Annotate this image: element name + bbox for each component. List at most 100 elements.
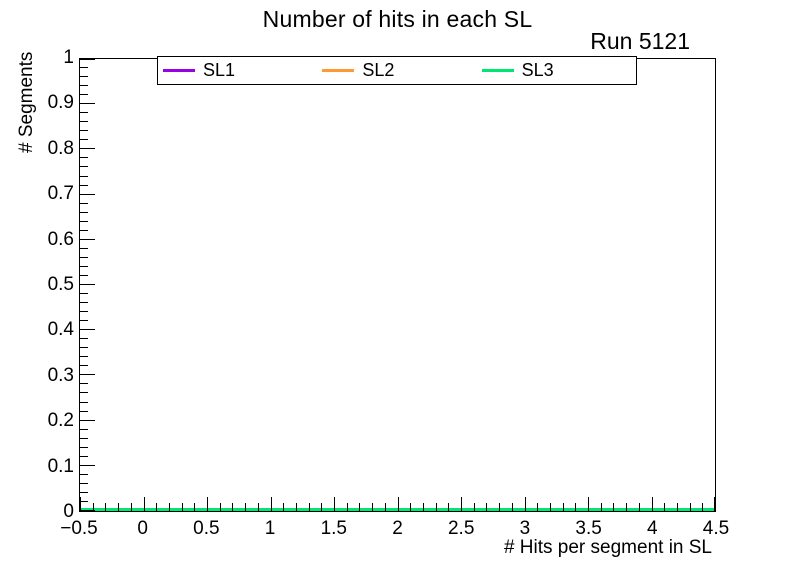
y-minor-tick bbox=[80, 311, 88, 313]
y-major-tick bbox=[80, 59, 95, 60]
y-minor-tick bbox=[80, 157, 88, 159]
x-minor-tick bbox=[130, 503, 132, 511]
x-major-tick bbox=[524, 497, 526, 511]
y-minor-tick bbox=[80, 175, 88, 177]
x-minor-tick bbox=[422, 503, 424, 511]
plot-frame bbox=[79, 58, 716, 512]
y-minor-tick bbox=[80, 220, 88, 222]
x-major-tick bbox=[651, 497, 653, 511]
x-minor-tick bbox=[448, 503, 450, 511]
x-minor-tick bbox=[372, 503, 374, 511]
y-major-tick bbox=[80, 329, 95, 331]
legend-label: SL3 bbox=[521, 60, 554, 80]
x-minor-tick bbox=[156, 503, 158, 511]
x-minor-tick bbox=[194, 503, 196, 511]
x-tick-label: 4.5 bbox=[702, 518, 730, 539]
x-minor-tick bbox=[295, 503, 297, 511]
x-major-tick bbox=[80, 497, 81, 511]
y-minor-tick bbox=[80, 85, 88, 87]
x-major-tick bbox=[461, 497, 462, 511]
x-minor-tick bbox=[575, 503, 577, 511]
x-tick-label: 0 bbox=[137, 518, 148, 539]
x-minor-tick bbox=[219, 503, 221, 511]
y-tick-label: 0.4 bbox=[47, 319, 74, 341]
y-minor-tick bbox=[80, 455, 88, 457]
x-minor-tick bbox=[232, 503, 234, 511]
y-minor-tick bbox=[80, 446, 88, 448]
y-minor-tick bbox=[80, 383, 88, 385]
y-tick-label: 0.9 bbox=[47, 92, 74, 114]
y-major-tick bbox=[80, 103, 95, 105]
legend-line-swatch bbox=[322, 69, 355, 72]
x-major-tick bbox=[397, 497, 399, 511]
x-major-tick bbox=[714, 497, 715, 511]
legend-entry-SL3: SL3 bbox=[477, 57, 636, 84]
y-minor-tick bbox=[80, 76, 88, 78]
legend-line-swatch bbox=[481, 69, 514, 72]
y-tick-label: 0.3 bbox=[47, 364, 74, 386]
y-minor-tick bbox=[80, 320, 88, 322]
x-minor-tick bbox=[549, 503, 551, 511]
y-minor-tick bbox=[80, 491, 88, 493]
x-major-tick bbox=[207, 497, 208, 511]
y-minor-tick bbox=[80, 401, 88, 403]
y-minor-tick bbox=[80, 302, 88, 304]
x-minor-tick bbox=[511, 503, 513, 511]
y-major-tick bbox=[80, 284, 95, 285]
y-minor-tick bbox=[80, 274, 88, 276]
x-minor-tick bbox=[600, 503, 602, 511]
x-minor-tick bbox=[626, 503, 628, 511]
y-major-tick bbox=[80, 464, 95, 466]
y-major-tick bbox=[80, 193, 95, 195]
x-major-tick bbox=[270, 497, 272, 511]
y-tick-label: 1 bbox=[63, 47, 74, 68]
x-minor-tick bbox=[321, 503, 323, 511]
y-minor-tick bbox=[80, 293, 88, 295]
y-minor-tick bbox=[80, 211, 88, 213]
x-tick-label: 1.5 bbox=[320, 518, 347, 539]
y-major-tick bbox=[80, 419, 95, 421]
y-major-tick bbox=[80, 374, 95, 376]
y-minor-tick bbox=[80, 184, 88, 186]
x-major-tick bbox=[588, 497, 589, 511]
y-minor-tick bbox=[80, 112, 88, 114]
x-major-tick bbox=[334, 497, 335, 511]
y-minor-tick bbox=[80, 121, 88, 123]
run-number-label: Run 5121 bbox=[590, 28, 690, 54]
x-minor-tick bbox=[664, 503, 666, 511]
legend-line-swatch bbox=[163, 69, 195, 72]
x-axis-title: # Hits per segment in SL bbox=[503, 537, 712, 558]
x-minor-tick bbox=[92, 503, 94, 511]
y-minor-tick bbox=[80, 229, 88, 231]
y-minor-tick bbox=[80, 265, 88, 267]
x-minor-tick bbox=[689, 503, 691, 511]
y-minor-tick bbox=[80, 130, 88, 132]
legend-label: SL2 bbox=[362, 60, 395, 80]
y-minor-tick bbox=[80, 356, 88, 358]
x-minor-tick bbox=[499, 503, 501, 511]
legend: SL1 SL2 SL3 bbox=[157, 56, 637, 85]
y-minor-tick bbox=[80, 202, 88, 204]
x-minor-tick bbox=[181, 503, 183, 511]
x-minor-tick bbox=[638, 503, 640, 511]
x-tick-label: 3.5 bbox=[575, 518, 602, 539]
y-minor-tick bbox=[80, 67, 88, 69]
x-minor-tick bbox=[676, 503, 678, 511]
x-minor-tick bbox=[105, 503, 107, 511]
y-minor-tick bbox=[80, 392, 88, 394]
x-minor-tick bbox=[384, 503, 386, 511]
y-minor-tick bbox=[80, 482, 88, 484]
y-minor-tick bbox=[80, 94, 88, 96]
y-minor-tick bbox=[80, 247, 88, 249]
y-tick-label: 0 bbox=[63, 501, 74, 522]
x-tick-label: 3 bbox=[519, 518, 531, 539]
y-tick-label: 0.5 bbox=[47, 274, 74, 295]
x-minor-tick bbox=[613, 503, 615, 511]
legend-entry-SL1: SL1 bbox=[158, 57, 317, 84]
x-minor-tick bbox=[359, 503, 361, 511]
y-major-tick bbox=[80, 148, 95, 150]
y-minor-tick bbox=[80, 473, 88, 475]
y-minor-tick bbox=[80, 347, 88, 349]
x-tick-label: 4 bbox=[647, 518, 658, 539]
